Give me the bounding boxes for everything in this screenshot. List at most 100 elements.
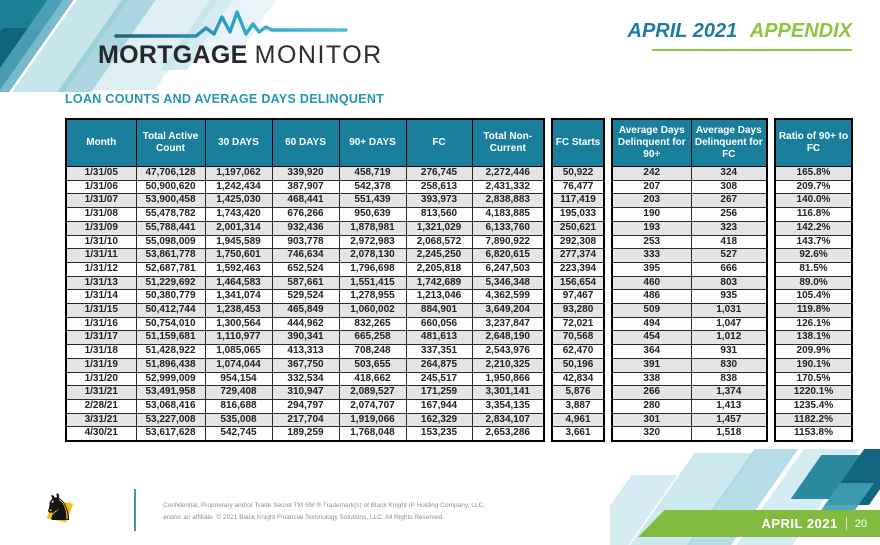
- table-cell: 2,068,572: [405, 234, 473, 250]
- table-cell: 2,543,976: [471, 344, 545, 359]
- table-cell: 1/31/15: [65, 303, 137, 318]
- table-row: 70,568: [551, 330, 605, 346]
- table-row: 190 256: [611, 207, 768, 222]
- table-cell: 190: [611, 207, 692, 222]
- table-row: 1/31/19 51,896,438 1,074,044 367,750 503,655…: [65, 357, 545, 373]
- table-row: 494 1,047: [611, 316, 768, 332]
- table-cell: 2,074,707: [338, 398, 407, 414]
- table-cell: 1/31/11: [65, 248, 137, 263]
- table-cell: 932,436: [271, 220, 340, 236]
- table-row: 126.1%: [774, 316, 853, 332]
- table-cell: 190.1%: [774, 357, 853, 373]
- table-cell: 7,890,922: [471, 234, 545, 250]
- table-cell: 587,661: [271, 275, 340, 291]
- table-cell: 4,183,885: [471, 207, 545, 222]
- table-cell: 52,687,781: [135, 261, 206, 277]
- table-cell: 1/31/07: [65, 193, 137, 209]
- column-header: Average Days Delinquent for 90+: [611, 118, 692, 167]
- table-row: 89.0%: [774, 275, 853, 291]
- table-row: 242 324: [611, 166, 768, 181]
- table-cell: 53,068,416: [135, 398, 206, 414]
- table-row: 97,467: [551, 289, 605, 305]
- table-cell: 116.8%: [774, 207, 853, 222]
- table-cell: 339,920: [271, 166, 340, 181]
- table-cell: 1/31/21: [65, 385, 137, 400]
- table-cell: 746,634: [271, 248, 340, 263]
- table-cell: 258,613: [405, 179, 473, 195]
- table-row: 1/31/14 50,380,779 1,341,074 529,524 1,278,9…: [65, 289, 545, 305]
- table-cell: 189,259: [271, 426, 340, 442]
- table-row: 62,470: [551, 344, 605, 359]
- table-cell: 1/31/05: [65, 166, 137, 181]
- table-cell: 465,849: [271, 303, 340, 318]
- table-cell: 1,592,463: [204, 261, 273, 277]
- table-cell: 387,907: [271, 179, 340, 195]
- table-cell: 193: [611, 220, 692, 236]
- table-cell: 535,008: [204, 412, 273, 428]
- table-row: 301 1,457: [611, 412, 768, 428]
- table-cell: 458,719: [338, 166, 407, 181]
- table-cell: 676,266: [271, 207, 340, 222]
- table-cell: 418,662: [338, 371, 407, 387]
- table-cell: 72,021: [551, 316, 605, 332]
- table-cell: 1,374: [690, 385, 768, 400]
- table-cell: 1,213,046: [405, 289, 473, 305]
- table-cell: 250,621: [551, 220, 605, 236]
- table-cell: 292,308: [551, 234, 605, 250]
- table-cell: 195,033: [551, 207, 605, 222]
- table-row: 72,021: [551, 316, 605, 332]
- table-row: 292,308: [551, 234, 605, 250]
- table-cell: 1,110,977: [204, 330, 273, 346]
- table-row: 105.4%: [774, 289, 853, 305]
- table-block-ratio: Ratio of 90+ to FC 165.8% 209.7% 140.0% 116.…: [774, 118, 853, 443]
- table-row: 117,419: [551, 193, 605, 209]
- table-cell: 529,524: [271, 289, 340, 305]
- table-cell: 527: [690, 248, 768, 263]
- table-row: 223,394: [551, 261, 605, 277]
- table-cell: 660,056: [405, 316, 473, 332]
- table-row: 391 830: [611, 357, 768, 373]
- table-row: 1/31/13 51,229,692 1,464,583 587,661 1,551,4…: [65, 275, 545, 291]
- table-row: 395 666: [611, 261, 768, 277]
- table-cell: 1,457: [690, 412, 768, 428]
- table-cell: 47,706,128: [135, 166, 206, 181]
- table-row: 1/31/17 51,159,681 1,110,977 390,341 665,258…: [65, 330, 545, 346]
- table-row: 1/31/21 53,491,958 729,408 310,947 2,089,527…: [65, 385, 545, 400]
- table-cell: 337,351: [405, 344, 473, 359]
- table-cell: 267: [690, 193, 768, 209]
- table-cell: 51,896,438: [135, 357, 206, 373]
- table-cell: 903,778: [271, 234, 340, 250]
- table-cell: 1182.2%: [774, 412, 853, 428]
- table-cell: 323: [690, 220, 768, 236]
- table-cell: 460: [611, 275, 692, 291]
- table-cell: 276,745: [405, 166, 473, 181]
- table-cell: 3,649,204: [471, 303, 545, 318]
- table-cell: 1153.8%: [774, 426, 853, 442]
- table-cell: 444,962: [271, 316, 340, 332]
- table-cell: 3,237,847: [471, 316, 545, 332]
- table-cell: 1,300,564: [204, 316, 273, 332]
- table-row: 460 803: [611, 275, 768, 291]
- table-cell: 1,031: [690, 303, 768, 318]
- table-cell: 803: [690, 275, 768, 291]
- table-cell: 294,797: [271, 398, 340, 414]
- table-cell: 140.0%: [774, 193, 853, 209]
- knight-icon: ♞: [42, 486, 76, 529]
- loan-counts-table: Month Total Active Count 30 DAYS 60 DAYS 90+…: [65, 118, 853, 443]
- table-row: 1/31/11 53,861,778 1,750,601 746,634 2,078,1…: [65, 248, 545, 263]
- table-cell: 418: [690, 234, 768, 250]
- table-row: 1220.1%: [774, 385, 853, 400]
- table-row: 5,876: [551, 385, 605, 400]
- column-header: FC Starts: [551, 118, 605, 167]
- table-cell: 1,242,434: [204, 179, 273, 195]
- table-cell: 2,648,190: [471, 330, 545, 346]
- table-cell: 931: [690, 344, 768, 359]
- table-cell: 1,278,955: [338, 289, 407, 305]
- table-cell: 242: [611, 166, 692, 181]
- table-block-main: Month Total Active Count 30 DAYS 60 DAYS 90+…: [65, 118, 545, 443]
- table-row: 4,961: [551, 412, 605, 428]
- table-cell: 1/31/12: [65, 261, 137, 277]
- table-row: 1/31/16 50,754,010 1,300,564 444,962 832,265…: [65, 316, 545, 332]
- table-cell: 364: [611, 344, 692, 359]
